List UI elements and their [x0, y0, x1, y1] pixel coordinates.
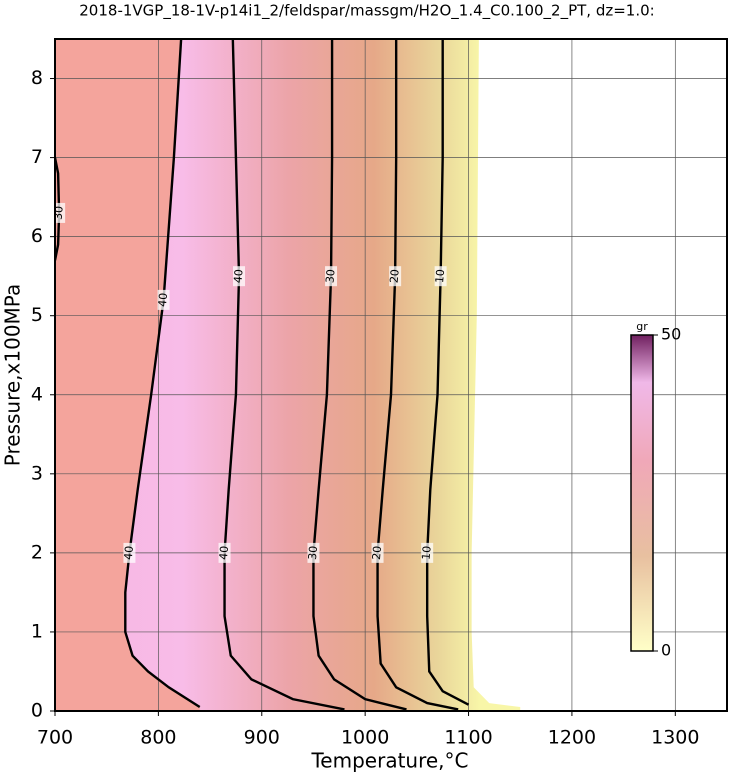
- contour-label: 30: [306, 545, 320, 560]
- x-tick-label: 900: [244, 727, 280, 749]
- contour-label-bg: [123, 542, 136, 563]
- contour-label-bg: [307, 542, 320, 563]
- colorbar-tick-label: 0: [661, 641, 671, 660]
- y-tick-label: 8: [31, 67, 43, 89]
- overlay: 700 800 900 1000 1100 1200 1300 0 1 2 3 4 5 6 7 8 gr 0 50: [31, 38, 728, 749]
- colorbar: [630, 334, 654, 652]
- contour-label: 20: [388, 269, 402, 284]
- contour-label: 10: [433, 269, 447, 284]
- contour-label: 30: [323, 269, 337, 284]
- contour-label: 40: [156, 292, 170, 307]
- x-tick-label: 700: [37, 727, 73, 749]
- contour-label-bg: [371, 542, 384, 563]
- contour-label-bg: [325, 266, 338, 287]
- x-tick-label: 1300: [651, 727, 699, 749]
- contour-line: [124, 39, 201, 709]
- x-axis-label: Temperature,°C: [310, 749, 468, 773]
- contour-label-bg: [218, 542, 231, 563]
- plot-area: 40 40 40 40 30 30 20 20 10 10 30: [52, 39, 727, 711]
- y-tick-label: 5: [31, 304, 43, 326]
- x-tick-label: 800: [140, 727, 176, 749]
- contour-label-bg: [421, 542, 434, 563]
- x-tick-label: 1100: [444, 727, 492, 749]
- x-tick-label: 1200: [548, 727, 596, 749]
- y-tick-label: 1: [31, 620, 43, 642]
- y-tick-label: 2: [31, 541, 43, 563]
- contour-label-bg: [434, 266, 447, 287]
- contour-line: [425, 39, 470, 706]
- plot-frame: [54, 38, 728, 712]
- contour-label-bg: [389, 266, 402, 287]
- y-tick-label: 6: [31, 225, 43, 247]
- contour-label: 40: [122, 545, 136, 560]
- field-left: [55, 39, 200, 711]
- colorbar-label: gr: [636, 320, 648, 333]
- contour-label: 30: [52, 205, 66, 220]
- x-tick-label: 1000: [341, 727, 389, 749]
- y-tick-label: 4: [31, 383, 43, 405]
- chart-title: 2018-1VGP_18-1V-p14i1_2/feldspar/massgm/…: [79, 2, 654, 21]
- contour-label: 10: [420, 545, 434, 560]
- contour-label: 20: [370, 545, 384, 560]
- y-axis-label: Pressure,x100MPa: [1, 284, 25, 466]
- contour-label-bg: [55, 202, 66, 223]
- contour-label-bg: [157, 289, 170, 310]
- contour-label: 40: [217, 545, 231, 560]
- y-tick-label: 3: [31, 462, 43, 484]
- contour-label-bg: [233, 266, 246, 287]
- colorbar-tick-label: 50: [661, 325, 681, 344]
- y-tick-label: 7: [31, 146, 43, 168]
- y-tick-label: 0: [31, 700, 43, 722]
- contour-label: 40: [231, 269, 245, 284]
